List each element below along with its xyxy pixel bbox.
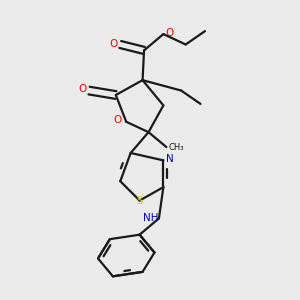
Text: O: O bbox=[166, 28, 174, 38]
Text: O: O bbox=[114, 115, 122, 125]
Text: O: O bbox=[78, 84, 87, 94]
Text: S: S bbox=[136, 196, 143, 206]
Text: NH: NH bbox=[143, 213, 158, 224]
Text: CH₃: CH₃ bbox=[168, 142, 184, 152]
Text: O: O bbox=[110, 40, 118, 50]
Text: N: N bbox=[166, 154, 174, 164]
